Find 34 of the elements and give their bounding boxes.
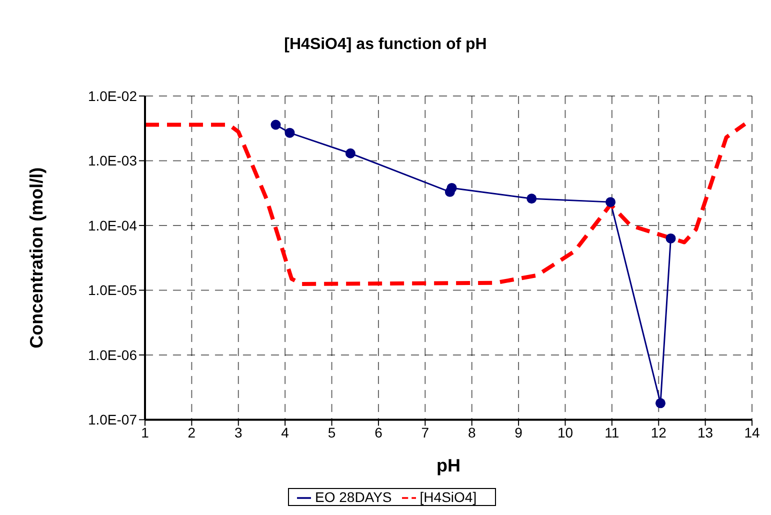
x-tick-label: 7 <box>421 424 430 441</box>
x-tick-label: 1 <box>141 424 150 441</box>
x-tick-label: 9 <box>514 424 523 441</box>
x-tick-label: 8 <box>468 424 476 441</box>
x-tick-label: 13 <box>698 424 714 441</box>
point <box>655 398 666 408</box>
y-tick-label: 1.0E-02 <box>88 88 138 104</box>
point <box>606 197 616 208</box>
line-series <box>145 122 747 286</box>
point <box>270 120 281 130</box>
x-axis-title: pH <box>436 456 460 476</box>
point <box>345 148 356 158</box>
y-tick-label: 1.0E-03 <box>88 152 138 169</box>
y-tick-label: 1.0E-05 <box>88 282 138 298</box>
x-tick-label: 6 <box>374 424 383 441</box>
x-tick-label: 12 <box>650 424 667 441</box>
y-axis-title: Concentration (mol/l) <box>26 167 46 348</box>
x-tick-label: 10 <box>557 424 574 441</box>
x-tick-label: 14 <box>744 424 760 441</box>
x-tick-label: 5 <box>328 424 336 441</box>
legend-label: [H4SiO4] <box>420 488 477 505</box>
point <box>284 128 295 138</box>
x-tick-label: 4 <box>281 424 290 441</box>
legend-label: EO 28DAYS <box>315 488 392 505</box>
y-tick-label: 1.0E-04 <box>88 217 138 234</box>
chart-title: [H4SiO4] as function of pH <box>283 36 488 54</box>
y-tick-label: 1.0E-06 <box>88 346 138 363</box>
x-tick-label: 2 <box>188 424 196 441</box>
x-tick-label: 11 <box>604 424 620 441</box>
x-tick-label: 3 <box>234 424 242 441</box>
point <box>526 194 537 204</box>
point <box>446 182 457 193</box>
y-tick-label: 1.0E-07 <box>88 412 138 428</box>
point <box>666 233 676 244</box>
